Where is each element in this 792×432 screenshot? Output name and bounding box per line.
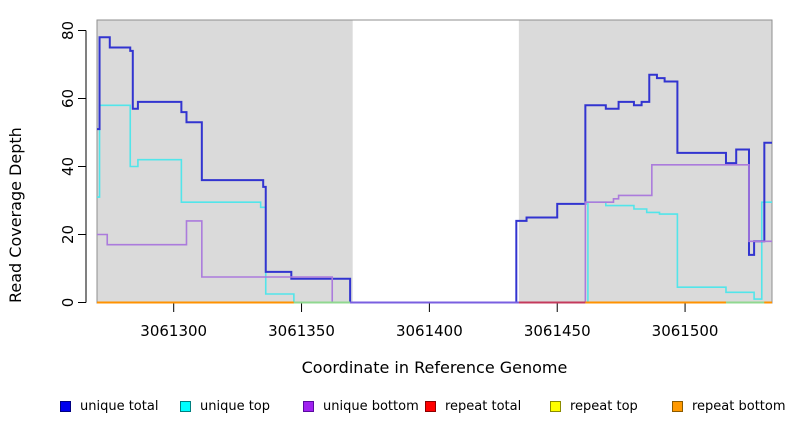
- series-unique-bottom: [97, 164, 772, 304]
- legend-label: repeat bottom: [692, 398, 786, 414]
- y-tick-label: 80: [59, 21, 77, 40]
- legend-label: unique total: [80, 398, 159, 414]
- legend-item-repeat-bottom: repeat bottom: [672, 396, 786, 416]
- legend-swatch-icon: [60, 400, 71, 412]
- legend-label: unique top: [200, 398, 271, 414]
- y-tick-label: 60: [59, 89, 77, 108]
- legend-swatch-icon: [672, 400, 683, 412]
- legend-label: unique bottom: [323, 398, 419, 414]
- legend-swatch-icon: [180, 400, 191, 412]
- right-gray-region: [518, 20, 772, 303]
- legend: unique total unique top unique bottom repea…: [0, 396, 792, 422]
- legend-swatch-icon: [303, 400, 314, 412]
- legend-item-unique-top: unique top: [180, 396, 270, 416]
- x-tick-label: 3061450: [524, 322, 591, 340]
- x-tick-label: 3061300: [140, 322, 207, 340]
- legend-label: repeat top: [570, 398, 638, 414]
- x-tick-label: 3061350: [268, 322, 335, 340]
- legend-item-repeat-total: repeat total: [425, 396, 521, 416]
- x-tick-label: 3061500: [652, 322, 719, 340]
- legend-swatch-icon: [550, 400, 561, 412]
- y-tick-label: 20: [59, 225, 77, 244]
- left-gray-region: [97, 20, 353, 303]
- y-axis-title: Read Coverage Depth: [6, 127, 25, 303]
- x-tick-label: 3061400: [396, 322, 463, 340]
- legend-item-repeat-top: repeat top: [550, 396, 638, 416]
- x-axis-title: Coordinate in Reference Genome: [301, 358, 568, 377]
- legend-label: repeat total: [445, 398, 522, 414]
- series-unique-total: [97, 36, 772, 304]
- legend-item-unique-bottom: unique bottom: [303, 396, 419, 416]
- chart-canvas: 0 20 40 60 80 3061300 3061350 3061400 3061450 306…: [59, 19, 773, 340]
- y-tick-label: 0: [59, 298, 77, 308]
- y-tick-label: 40: [59, 157, 77, 176]
- legend-swatch-icon: [425, 400, 436, 412]
- legend-item-unique-total: unique total: [60, 396, 158, 416]
